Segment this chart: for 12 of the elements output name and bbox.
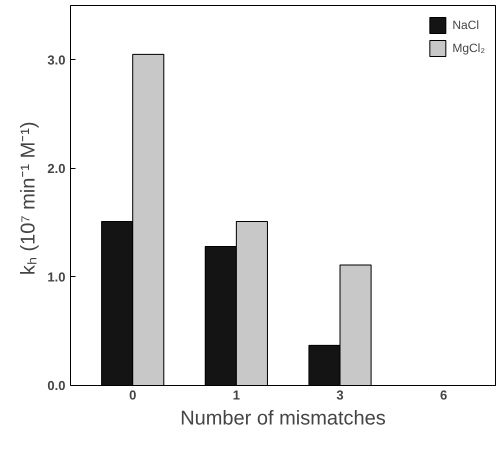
x-tick-label: 6 <box>440 388 448 402</box>
y-tick-label: 3.0 <box>47 52 66 68</box>
x-tick-label: 1 <box>232 388 240 402</box>
legend-label: MgCl₂ <box>452 41 485 55</box>
x-tick-label: 3 <box>336 388 344 402</box>
y-axis-title: kₕ (10⁷ min⁻¹ M⁻¹) <box>17 121 40 276</box>
y-tick-label: 2.0 <box>47 160 66 176</box>
y-tick-label: 1.0 <box>47 269 66 284</box>
x-tick-label: 0 <box>129 388 136 402</box>
legend-label: NaCl <box>452 18 479 32</box>
x-axis-title: Number of mismatches <box>180 408 386 430</box>
y-tick-label: 0.0 <box>47 378 66 393</box>
